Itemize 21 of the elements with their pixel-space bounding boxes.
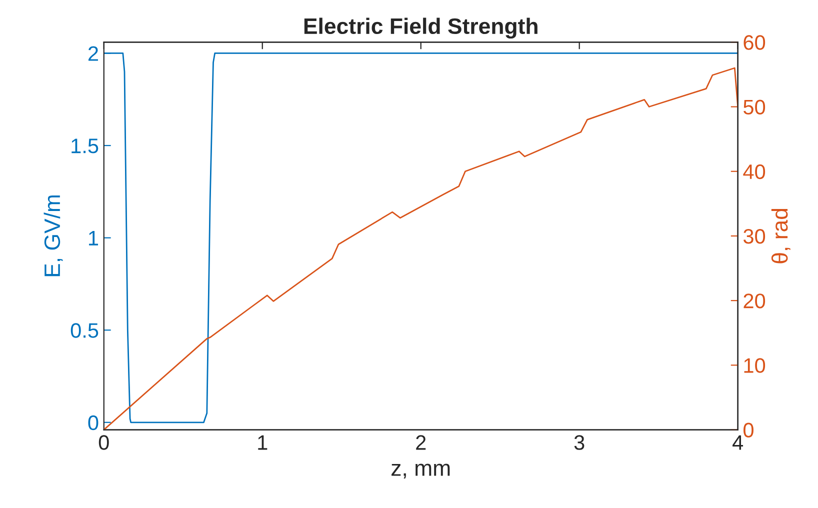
y2-tick-label: 0: [744, 422, 754, 438]
chart-title: Electric Field Strength: [304, 18, 538, 39]
x-axis-title: z, mm: [392, 464, 450, 479]
y-tick-label: 0.5: [70, 323, 98, 338]
x-tick-label: 1: [258, 435, 268, 450]
y-tick-label: 1: [89, 231, 98, 246]
y2-axis-title: θ, rad: [771, 208, 790, 264]
y2-tick-label: 50: [744, 100, 766, 115]
y2-tick-label: 10: [744, 358, 766, 373]
x-tick-label: 2: [416, 435, 426, 450]
x-tick-label: 4: [732, 435, 744, 450]
y2-tick-label: 60: [744, 35, 766, 50]
y2-tick-label: 30: [743, 228, 766, 244]
x-tick-label: 3: [574, 435, 584, 450]
y-tick-label: 1.5: [72, 138, 98, 154]
y2-tick-label: 20: [744, 294, 766, 308]
y2-tick-label: 40: [743, 164, 766, 180]
x-tick-label: 0: [98, 435, 109, 450]
y-tick-label: 0: [88, 415, 98, 430]
y-axis-title: E, GV/m: [44, 195, 63, 276]
y-tick-label: 2: [88, 46, 98, 61]
